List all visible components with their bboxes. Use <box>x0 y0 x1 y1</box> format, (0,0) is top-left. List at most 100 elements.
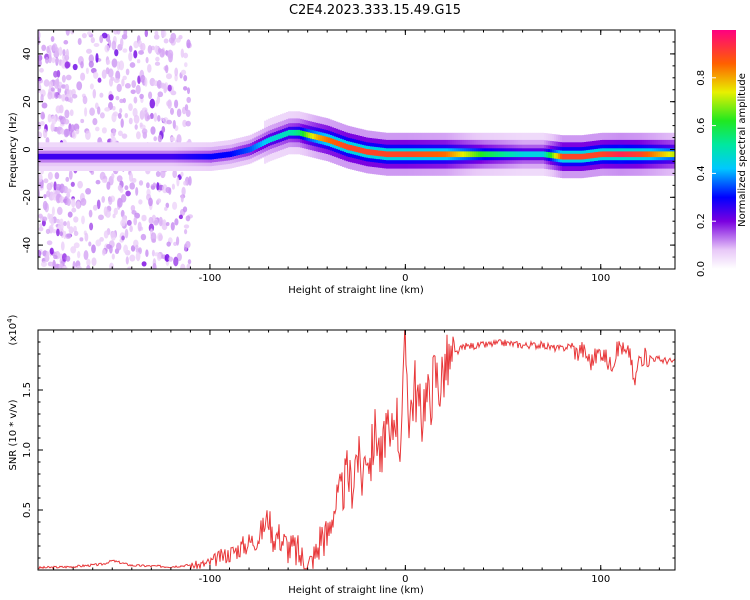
heatmap-noise-cell <box>63 118 70 125</box>
heatmap-cell <box>480 151 483 158</box>
heatmap-cell <box>78 153 81 160</box>
heatmap-cell <box>436 151 439 158</box>
heatmap-noise-cell <box>138 199 143 205</box>
heatmap-cell <box>286 130 289 137</box>
heatmap-cell <box>100 153 103 160</box>
heatmap-noise-cell <box>83 250 89 261</box>
heatmap-cell <box>438 151 441 158</box>
heatmap-noise-cell <box>69 96 73 104</box>
heatmap-cell <box>130 153 133 160</box>
heatmap-cell <box>490 151 493 158</box>
heatmap-noise-cell <box>42 128 48 139</box>
heatmap-noise-cell <box>140 74 146 83</box>
heatmap-cell <box>410 151 413 158</box>
heatmap-cell <box>650 151 653 158</box>
heatmap-noise-cell <box>54 172 60 180</box>
heatmap-noise-cell <box>88 60 94 68</box>
heatmap-noise-cell <box>174 218 179 226</box>
heatmap-cell <box>502 151 505 158</box>
heatmap-noise-cell <box>185 109 191 118</box>
heatmap-noise-cell <box>121 78 125 87</box>
heatmap-cell <box>134 153 137 160</box>
y-tick-label: 20 <box>22 95 33 108</box>
heatmap-noise-cell <box>38 249 42 258</box>
heatmap-noise-cell <box>133 96 138 104</box>
heatmap-cell <box>258 142 261 148</box>
heatmap-noise-cell <box>71 207 77 213</box>
heatmap-noise-cell <box>165 202 170 209</box>
heatmap-noise-cell <box>140 233 147 241</box>
heatmap-noise-cell <box>111 40 117 51</box>
heatmap-cell <box>82 153 85 160</box>
heatmap-cell <box>148 153 151 160</box>
heatmap-cell <box>64 153 67 160</box>
heatmap-cell <box>216 153 219 159</box>
heatmap-noise-cell <box>46 190 51 198</box>
heatmap-cell <box>176 153 179 160</box>
heatmap-cell <box>402 151 405 158</box>
heatmap-cell <box>582 153 585 160</box>
heatmap-cell <box>656 151 659 158</box>
heatmap-cell <box>356 146 359 153</box>
heatmap-noise-cell <box>65 74 72 81</box>
heatmap-noise-cell <box>176 177 180 187</box>
heatmap-cell <box>404 151 407 158</box>
heatmap-noise-cell <box>126 219 132 226</box>
snr-y-multiplier-exp: 4 <box>6 318 14 323</box>
heatmap-cell <box>638 151 641 158</box>
heatmap-cell <box>496 151 499 158</box>
heatmap-noise-cell <box>159 48 165 58</box>
heatmap-noise-cell <box>95 179 101 185</box>
heatmap-cell <box>420 151 423 158</box>
heatmap-noise-cell <box>176 236 180 246</box>
heatmap-noise-cell <box>157 91 164 98</box>
heatmap-cell <box>84 153 87 160</box>
heatmap-cell <box>128 153 131 160</box>
heatmap-noise-cell <box>180 171 184 177</box>
heatmap-cell <box>488 151 491 158</box>
heatmap-cell <box>358 147 361 153</box>
heatmap-noise-cell <box>185 215 191 222</box>
heatmap-noise-cell <box>178 214 183 220</box>
heatmap-cell <box>270 136 273 143</box>
heatmap-cell <box>554 152 557 159</box>
heatmap-cell <box>206 153 209 160</box>
heatmap-noise-cell <box>73 242 80 249</box>
heatmap-noise-cell <box>124 228 129 239</box>
heatmap-noise-cell <box>157 134 163 143</box>
heatmap-noise-cell <box>141 128 148 135</box>
heatmap-noise-cell <box>90 37 95 44</box>
heatmap-cell <box>276 134 279 140</box>
snr-y-ticks: 0.5 1.0 1.5 <box>22 329 675 571</box>
colorbar-tick-label: 0.8 <box>696 70 707 86</box>
heatmap-cell <box>326 136 329 143</box>
heatmap-cell <box>196 153 199 160</box>
heatmap-cell <box>228 151 231 158</box>
heatmap-noise-cell <box>116 242 122 251</box>
heatmap-cell <box>126 153 129 160</box>
heatmap-noise-cell <box>128 45 133 53</box>
heatmap-cell <box>44 153 47 160</box>
heatmap-cell <box>514 151 517 158</box>
heatmap-cell <box>218 152 221 159</box>
heatmap-cell <box>246 147 249 154</box>
heatmap-noise-cell <box>38 131 43 139</box>
heatmap-noise-cell <box>66 220 71 229</box>
heatmap-cell <box>374 150 377 156</box>
heatmap-noise-cell <box>136 59 141 64</box>
heatmap-noise-cell <box>137 221 142 232</box>
heatmap-noise-cell <box>43 178 49 184</box>
heatmap-cell <box>174 153 177 160</box>
heatmap-cell <box>476 151 479 158</box>
heatmap-cell <box>454 151 457 158</box>
heatmap-noise-cell <box>64 83 70 92</box>
spectrogram-y-axis-label: Frequency (Hz) <box>8 112 19 188</box>
snr-y-multiplier-close: ) <box>8 314 19 318</box>
heatmap-cell <box>106 153 109 160</box>
heatmap-noise-cell <box>54 58 60 63</box>
heatmap-noise-cell <box>89 107 95 116</box>
heatmap-cell <box>296 129 299 136</box>
heatmap-cell <box>46 153 49 160</box>
heatmap-noise-cell <box>47 212 51 220</box>
heatmap-noise-cell <box>65 255 71 262</box>
